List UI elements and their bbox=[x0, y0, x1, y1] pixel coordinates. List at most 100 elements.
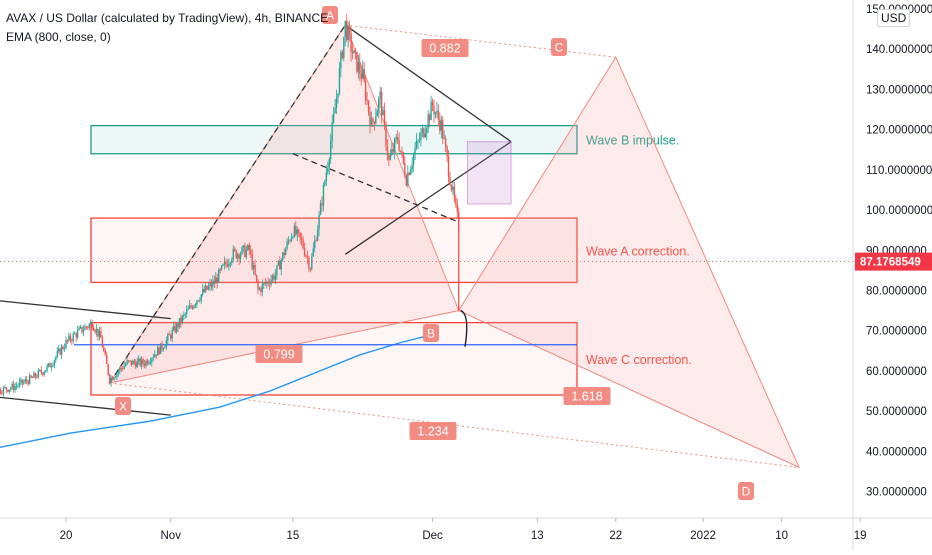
candle-body bbox=[210, 283, 213, 287]
candle-body bbox=[334, 108, 336, 114]
candle-body bbox=[52, 365, 54, 367]
candle-body bbox=[156, 347, 159, 356]
candle-body bbox=[53, 360, 56, 366]
candle-body bbox=[389, 155, 392, 160]
candle-body bbox=[264, 282, 266, 284]
x-tick-4: 13 bbox=[531, 530, 544, 542]
candle-body bbox=[2, 387, 5, 394]
candle-body bbox=[23, 381, 25, 384]
x-tick-5: 22 bbox=[609, 530, 622, 542]
symbol-title: AVAX / US Dollar (calculated by TradingV… bbox=[6, 11, 329, 25]
zone-label-0: Wave B impulse. bbox=[586, 134, 679, 148]
candle-body bbox=[312, 248, 314, 257]
candle-body bbox=[31, 377, 34, 379]
projection-box bbox=[466, 141, 512, 205]
candle-body bbox=[404, 163, 406, 177]
candle-body bbox=[324, 181, 326, 186]
candle-body bbox=[110, 377, 112, 383]
candle-body bbox=[436, 110, 438, 113]
trend-wedge-bottom bbox=[344, 141, 512, 255]
candle-body bbox=[40, 370, 42, 373]
candle-body bbox=[84, 326, 86, 331]
candle-body bbox=[117, 371, 120, 373]
candle-body bbox=[350, 32, 352, 52]
candle-body bbox=[316, 229, 319, 241]
candle-body bbox=[81, 326, 83, 333]
candle-body bbox=[162, 348, 165, 350]
candle-body bbox=[353, 50, 355, 54]
x-tick-2: 15 bbox=[287, 530, 300, 542]
candle-body bbox=[283, 252, 285, 255]
candle-body bbox=[338, 68, 341, 94]
candle-body bbox=[328, 159, 330, 168]
candle-body bbox=[453, 186, 456, 199]
candle-body bbox=[15, 385, 18, 387]
y-tick-2: 50.0000000 bbox=[866, 406, 927, 418]
candle-body bbox=[103, 347, 105, 351]
candle-body bbox=[7, 389, 9, 392]
candle-body bbox=[270, 279, 272, 285]
candle-body bbox=[362, 69, 364, 79]
y-tick-9: 120.0000000 bbox=[866, 125, 932, 137]
candle-body bbox=[306, 256, 309, 259]
candle-body bbox=[360, 73, 362, 79]
candle-body bbox=[344, 20, 346, 37]
candle-body bbox=[437, 110, 440, 120]
candle-body bbox=[167, 334, 169, 341]
candle-body bbox=[113, 377, 115, 380]
candle-body bbox=[56, 351, 58, 357]
y-tick-1: 40.0000000 bbox=[866, 446, 927, 458]
candle-body bbox=[104, 350, 106, 355]
candle-body bbox=[295, 225, 297, 235]
candle-body bbox=[455, 198, 457, 204]
candle-body bbox=[181, 315, 184, 323]
candle-body bbox=[254, 265, 256, 275]
candle-body bbox=[107, 363, 109, 375]
candle-body bbox=[85, 326, 88, 328]
candle-body bbox=[123, 365, 125, 370]
candle-body bbox=[252, 265, 255, 269]
candle-body bbox=[46, 365, 48, 371]
candle-body bbox=[140, 359, 143, 366]
candle-body bbox=[129, 360, 131, 362]
candle-body bbox=[206, 285, 208, 290]
candle-body bbox=[180, 317, 182, 323]
candle-body bbox=[300, 237, 303, 240]
candle-body bbox=[119, 368, 121, 372]
ratio-label-3: 1.234 bbox=[417, 425, 448, 439]
candle-body bbox=[388, 155, 390, 160]
candle-body bbox=[34, 373, 37, 377]
candle-body bbox=[415, 140, 418, 149]
candle-body bbox=[33, 373, 35, 378]
candle-body bbox=[263, 282, 265, 285]
candle-body bbox=[424, 133, 426, 137]
candle-body bbox=[346, 20, 348, 40]
x-tick-3: Dec bbox=[422, 530, 443, 542]
candle-body bbox=[311, 256, 313, 270]
candle-body bbox=[282, 252, 284, 261]
candle-body bbox=[165, 340, 168, 347]
candle-body bbox=[178, 317, 181, 328]
candle-body bbox=[193, 305, 195, 309]
candle-body bbox=[207, 286, 210, 290]
candle-body bbox=[39, 370, 41, 371]
candle-body bbox=[174, 325, 176, 332]
candle-body bbox=[443, 138, 445, 140]
candle-body bbox=[0, 389, 2, 394]
candle-body bbox=[183, 314, 185, 316]
candle-body bbox=[401, 151, 403, 153]
candle-body bbox=[385, 123, 387, 147]
candle-body bbox=[71, 340, 73, 342]
candle-body bbox=[136, 361, 138, 368]
candle-body bbox=[152, 357, 154, 359]
candle-body bbox=[356, 51, 358, 72]
candle-body bbox=[267, 281, 269, 284]
candle-body bbox=[114, 376, 117, 378]
candle-body bbox=[431, 101, 434, 106]
candle-body bbox=[238, 254, 240, 260]
point-A-bg bbox=[322, 6, 338, 24]
candle-body bbox=[444, 138, 447, 147]
currency-selector[interactable]: USD bbox=[877, 9, 911, 27]
candle-body bbox=[1, 393, 3, 394]
